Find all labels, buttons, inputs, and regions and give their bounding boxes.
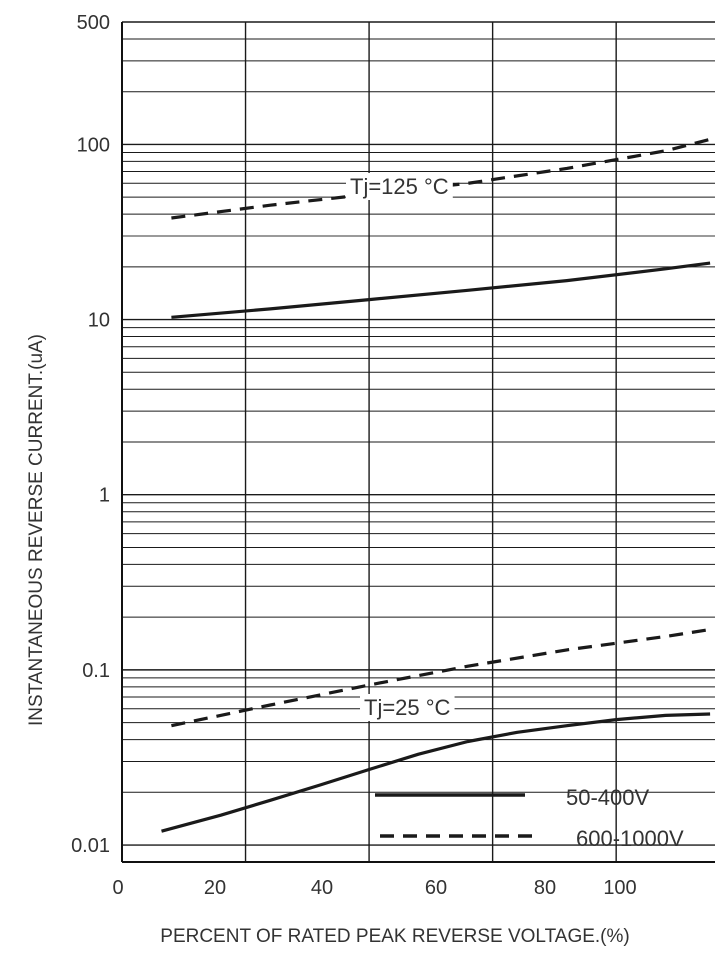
series-line-1	[171, 261, 711, 319]
x-tick-label: 20	[204, 877, 226, 899]
y-axis-title: INSTANTANEOUS REVERSE CURRENT.(uA)	[26, 334, 47, 726]
y-tick-label: 500	[77, 12, 110, 34]
y-tick-label: 0.1	[82, 660, 110, 682]
legend-label-600-1000v: 600-1000V	[576, 826, 684, 851]
plot-lines	[161, 137, 711, 833]
annotation-background	[360, 694, 455, 721]
annotation-tj-125: Tj=125 °C	[350, 174, 449, 199]
grid	[121, 21, 715, 863]
y-tick-label: 0.01	[71, 835, 110, 857]
x-tick-label: 60	[425, 877, 447, 899]
x-tick-label: 80	[534, 877, 556, 899]
legend: 50-400V 600-1000V	[375, 785, 684, 851]
x-tick-label: 40	[311, 877, 333, 899]
x-axis-title: PERCENT OF RATED PEAK REVERSE VOLTAGE.(%…	[160, 926, 629, 947]
annotation-tj-25: Tj=25 °C	[364, 695, 451, 720]
y-tick-label: 10	[88, 310, 110, 332]
x-tick-label: 100	[603, 877, 636, 899]
annotation-background	[346, 173, 453, 200]
series-line-0	[171, 137, 711, 220]
series-line-2	[171, 627, 711, 728]
y-tick-label: 100	[77, 134, 110, 156]
series-line-3	[161, 712, 711, 833]
y-tick-labels: 500 100 10 1 0.1 0.01	[71, 12, 110, 857]
x-tick-labels: 0 20 40 60 80 100	[112, 877, 636, 899]
y-tick-label: 1	[99, 485, 110, 507]
legend-label-50-400v: 50-400V	[566, 785, 650, 810]
x-tick-label: 0	[112, 877, 123, 899]
